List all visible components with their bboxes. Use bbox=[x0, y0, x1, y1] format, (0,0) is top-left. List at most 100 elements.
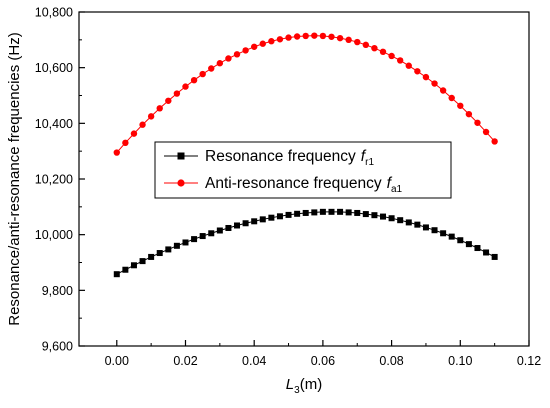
data-point bbox=[345, 209, 352, 216]
data-point bbox=[156, 250, 163, 257]
legend-marker-circle bbox=[177, 179, 185, 187]
legend-symbol: f bbox=[361, 148, 367, 165]
data-point bbox=[405, 219, 412, 226]
data-point bbox=[225, 55, 232, 62]
data-point bbox=[242, 47, 249, 54]
data-point bbox=[431, 80, 438, 87]
data-point bbox=[139, 258, 146, 265]
data-point bbox=[122, 139, 129, 147]
data-point bbox=[302, 32, 309, 40]
data-point bbox=[422, 73, 430, 81]
y-tick-label: 10,400 bbox=[35, 117, 73, 131]
data-point bbox=[380, 213, 387, 220]
legend-entry-anti-resonance: Anti-resonance frequency fa1 bbox=[164, 175, 403, 195]
data-point bbox=[276, 36, 284, 43]
data-point bbox=[259, 40, 266, 47]
data-point bbox=[276, 213, 283, 220]
data-point bbox=[199, 233, 206, 240]
series-line bbox=[116, 35, 496, 153]
data-point bbox=[362, 211, 369, 218]
data-point bbox=[148, 253, 155, 260]
y-axis-title: Resonance/anti-resonance frequencies (Hz… bbox=[6, 32, 23, 326]
y-tick-label: 10,000 bbox=[35, 228, 73, 242]
data-point bbox=[251, 218, 258, 225]
data-point bbox=[173, 242, 180, 249]
data-point bbox=[448, 233, 455, 240]
data-point bbox=[345, 36, 352, 44]
data-point bbox=[474, 119, 481, 126]
x-axis-symbol: L bbox=[286, 376, 294, 393]
data-point bbox=[156, 105, 163, 112]
data-point bbox=[491, 253, 498, 260]
legend-entry-resonance: Resonance frequency fr1 bbox=[164, 148, 374, 168]
data-point bbox=[285, 34, 292, 41]
data-point bbox=[216, 227, 223, 234]
x-axis-subscript: 3 bbox=[294, 385, 300, 396]
data-point bbox=[474, 245, 481, 252]
data-point bbox=[396, 57, 404, 64]
y-tick-label: 10,600 bbox=[35, 61, 73, 75]
data-point bbox=[465, 241, 472, 248]
data-point bbox=[422, 224, 429, 231]
data-point bbox=[405, 62, 412, 69]
data-point bbox=[242, 220, 249, 227]
data-point bbox=[130, 262, 137, 269]
data-point bbox=[319, 32, 327, 40]
data-point bbox=[328, 208, 335, 215]
data-point bbox=[319, 208, 326, 215]
data-point bbox=[302, 209, 309, 216]
data-point bbox=[173, 90, 181, 97]
x-axis-ticks: 0.00 0.02 0.04 0.06 0.08 0.10 0.12 bbox=[105, 340, 541, 368]
data-point bbox=[336, 34, 344, 42]
data-point bbox=[337, 208, 344, 215]
data-point bbox=[268, 38, 275, 45]
legend: Resonance frequency fr1 Anti-resonance fr… bbox=[154, 141, 452, 199]
legend-subscript: a1 bbox=[391, 184, 403, 195]
data-point bbox=[440, 230, 447, 237]
x-tick-label: 0.02 bbox=[173, 354, 197, 368]
data-point bbox=[113, 271, 120, 278]
legend-subscript: r1 bbox=[365, 157, 374, 168]
legend-label-resonance: Resonance frequency fr1 bbox=[205, 148, 374, 168]
legend-name: Resonance frequency bbox=[205, 148, 356, 165]
y-tick-label: 9,800 bbox=[42, 284, 73, 298]
data-point bbox=[388, 215, 395, 222]
data-point bbox=[233, 51, 241, 58]
data-point bbox=[191, 236, 198, 243]
x-tick-label: 0.08 bbox=[379, 354, 403, 368]
data-point bbox=[268, 214, 275, 221]
data-point bbox=[113, 149, 120, 156]
data-point bbox=[388, 52, 395, 60]
data-point bbox=[199, 70, 206, 78]
data-point bbox=[362, 41, 370, 49]
data-point bbox=[165, 97, 172, 104]
data-point bbox=[225, 224, 232, 231]
data-point bbox=[354, 38, 361, 46]
data-point bbox=[371, 44, 378, 52]
data-point bbox=[414, 68, 421, 75]
legend-box bbox=[154, 141, 452, 199]
data-point bbox=[250, 43, 258, 50]
legend-name: Anti-resonance frequency bbox=[205, 175, 382, 192]
x-tick-label: 0.06 bbox=[311, 354, 335, 368]
y-axis-ticks: 9,600 9,800 10,000 10,200 10,400 10,600 10,800 bbox=[35, 6, 85, 354]
data-point bbox=[431, 227, 438, 234]
x-axis-title: L3(m) bbox=[286, 376, 322, 396]
data-point bbox=[371, 212, 378, 219]
data-point bbox=[190, 76, 198, 84]
data-point bbox=[397, 217, 404, 224]
y-tick-label: 9,600 bbox=[42, 340, 73, 354]
data-point bbox=[139, 121, 146, 128]
y-tick-label: 10,800 bbox=[35, 6, 73, 20]
data-point bbox=[259, 216, 266, 223]
data-point bbox=[182, 83, 189, 90]
data-point bbox=[234, 222, 241, 229]
data-point bbox=[448, 94, 455, 102]
x-tick-label: 0.12 bbox=[517, 354, 541, 368]
data-point bbox=[457, 102, 464, 109]
x-axis-unit: (m) bbox=[300, 376, 323, 393]
data-point bbox=[311, 32, 318, 39]
data-point bbox=[285, 211, 292, 218]
data-point bbox=[293, 33, 301, 40]
